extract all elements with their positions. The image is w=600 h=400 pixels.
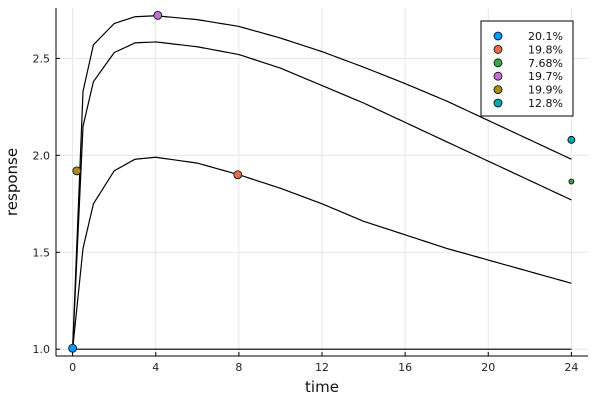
legend-label: 7.68% xyxy=(528,57,563,70)
x-tick-label: 20 xyxy=(481,361,495,374)
legend-marker xyxy=(493,45,503,54)
y-tick-label: 1.5 xyxy=(33,246,51,259)
legend-label: 19.9% xyxy=(528,84,563,97)
legend-label: 20.1% xyxy=(528,30,563,43)
legend-marker xyxy=(493,71,503,81)
data-point xyxy=(233,170,243,180)
x-tick-label: 4 xyxy=(152,361,159,374)
legend: 20.1%19.8%7.68%19.7%19.9%12.8% xyxy=(480,20,574,117)
data-point xyxy=(567,135,576,144)
legend-label: 19.8% xyxy=(528,43,563,56)
y-tick-label: 2.5 xyxy=(33,52,51,65)
legend-label: 12.8% xyxy=(528,97,563,110)
data-point xyxy=(153,10,163,20)
x-tick-label: 16 xyxy=(398,361,412,374)
x-tick-label: 0 xyxy=(69,361,76,374)
x-tick-label: 24 xyxy=(564,361,578,374)
legend-marker xyxy=(493,58,503,68)
y-tick-label: 2.0 xyxy=(33,149,51,162)
x-axis-title: time xyxy=(305,378,339,396)
data-point xyxy=(568,178,575,185)
curve-layer xyxy=(72,15,572,350)
x-tick-label: 8 xyxy=(235,361,242,374)
legend-marker xyxy=(493,85,503,94)
tick-layer: 0 4 8 12 16 20 24 1.0 1.5 2.0 2.5 xyxy=(33,52,579,374)
legend-label: 19.7% xyxy=(528,70,563,83)
series-line-2 xyxy=(72,41,572,350)
legend-marker xyxy=(493,98,503,108)
data-point xyxy=(72,166,82,176)
legend-marker xyxy=(493,31,503,41)
y-tick-label: 1.0 xyxy=(33,343,51,356)
data-point xyxy=(68,343,78,353)
series-line-1 xyxy=(72,15,572,350)
point-layer xyxy=(68,10,576,353)
series-line-3 xyxy=(72,156,572,350)
y-axis-title: response xyxy=(3,148,21,216)
x-tick-label: 12 xyxy=(315,361,329,374)
